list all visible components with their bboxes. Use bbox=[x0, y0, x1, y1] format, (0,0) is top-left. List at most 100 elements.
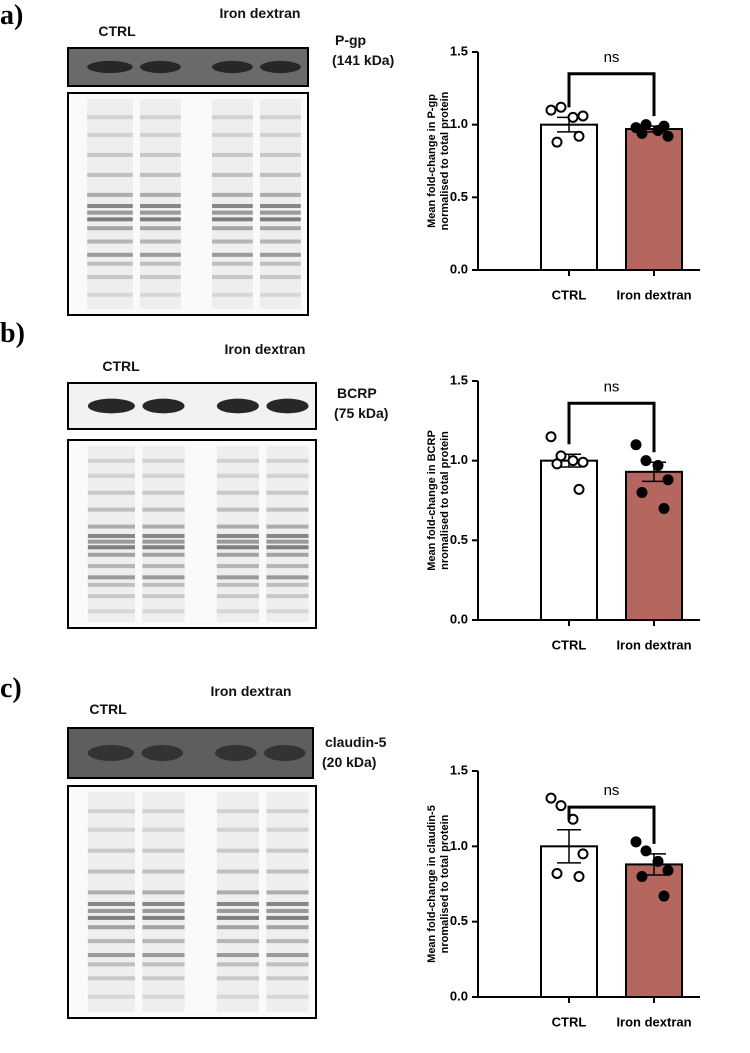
y-tick-label: 1.5 bbox=[450, 762, 468, 777]
blot-lane-band bbox=[212, 115, 253, 120]
blot-lane-band bbox=[142, 564, 185, 569]
blot-lane-band bbox=[142, 869, 185, 874]
y-axis-label-line: normalised to total protein bbox=[439, 91, 451, 230]
bar bbox=[540, 845, 598, 998]
significance-bracket bbox=[567, 72, 656, 117]
blot-lane-band bbox=[140, 217, 181, 222]
blot-lane-band bbox=[212, 210, 253, 215]
y-axis-label-line: nromalised to total protein bbox=[439, 814, 451, 953]
blot-lane-band bbox=[142, 902, 185, 906]
blot-lane-band bbox=[216, 552, 259, 557]
data-point bbox=[567, 455, 579, 467]
blot-lane-band bbox=[216, 539, 259, 544]
data-point bbox=[573, 870, 585, 882]
blot-band bbox=[87, 60, 133, 74]
blot-lane-band bbox=[87, 902, 135, 906]
lane-label: Iron dextran bbox=[224, 341, 306, 357]
blot-lane-band bbox=[87, 473, 135, 478]
blot-lane-band bbox=[142, 575, 185, 580]
blot-lane-band bbox=[87, 524, 135, 529]
bar bbox=[540, 123, 598, 271]
blot-band bbox=[141, 745, 184, 761]
blot-lane-band bbox=[216, 915, 259, 920]
blot-lane-band bbox=[142, 594, 185, 599]
blot-lane-band bbox=[142, 490, 185, 495]
data-point bbox=[658, 502, 670, 514]
blot-lane-band bbox=[216, 507, 259, 512]
blot-lane-band bbox=[87, 976, 135, 981]
blot-lane-band bbox=[266, 594, 309, 599]
lane-label: CTRL bbox=[89, 701, 127, 717]
y-axis-label-line: Mean fold-change in claudin-5 bbox=[426, 805, 438, 963]
protein-label: claudin-5 bbox=[325, 734, 387, 750]
blot-lane-band bbox=[87, 594, 135, 599]
y-tick-label: 1.0 bbox=[450, 838, 468, 853]
blot-lane-band bbox=[216, 490, 259, 495]
blot-lane-band bbox=[87, 534, 135, 538]
data-point bbox=[640, 119, 652, 131]
blot-lane-band bbox=[216, 473, 259, 478]
blot-lane-band bbox=[266, 490, 309, 495]
data-point bbox=[658, 890, 670, 902]
blot-lane-band bbox=[142, 582, 185, 587]
blot-lane-band bbox=[216, 848, 259, 853]
blot-lane-band bbox=[142, 976, 185, 981]
blot-lane-band bbox=[87, 539, 135, 544]
blot-band bbox=[142, 398, 185, 414]
blot-lane-band bbox=[216, 827, 259, 832]
blot-lane-band bbox=[142, 534, 185, 538]
blot-lane-band bbox=[87, 152, 133, 157]
data-point bbox=[636, 127, 648, 139]
blot-lane-band bbox=[142, 507, 185, 512]
blot-lane-band bbox=[87, 507, 135, 512]
blot-lane-band bbox=[266, 809, 309, 814]
blot-lane-band bbox=[142, 925, 185, 930]
blot-band bbox=[215, 745, 257, 761]
blot-lane-band bbox=[216, 524, 259, 529]
blot-lane-band bbox=[142, 890, 185, 895]
blot-lane-band bbox=[260, 292, 301, 297]
blot-lane-band bbox=[87, 564, 135, 569]
blot-lane-band bbox=[266, 925, 309, 930]
data-point bbox=[567, 111, 579, 123]
blot-lane-band bbox=[87, 994, 135, 999]
blot-lane-band bbox=[87, 848, 135, 853]
blot-lane-band bbox=[87, 890, 135, 895]
y-axis-label: Mean fold-change in P-gpnormalised to to… bbox=[426, 91, 451, 230]
blot-lane-band bbox=[216, 582, 259, 587]
data-point bbox=[577, 110, 589, 122]
blot-band bbox=[140, 60, 181, 74]
blot-lane-band bbox=[140, 132, 181, 137]
y-axis-label: Mean fold-change in claudin-5nromalised … bbox=[426, 805, 451, 963]
blot-lane-band bbox=[142, 848, 185, 853]
data-point bbox=[551, 867, 563, 879]
data-point bbox=[551, 458, 563, 470]
blot-lane-band bbox=[216, 939, 259, 944]
blot-lane-band bbox=[140, 226, 181, 231]
blot-band bbox=[260, 60, 301, 74]
blot-lane-band bbox=[216, 953, 259, 958]
blot-lane-band bbox=[142, 915, 185, 920]
y-axis-label-line: nromalised to total protein bbox=[439, 431, 451, 570]
blot-lane-band bbox=[266, 552, 309, 557]
x-tick-label: Iron dextran bbox=[616, 1014, 691, 1029]
x-tick-label: CTRL bbox=[552, 637, 587, 652]
blot-lane-band bbox=[87, 204, 133, 208]
blot-lane-band bbox=[216, 575, 259, 580]
blot-lane-band bbox=[87, 915, 135, 920]
blot-lane-band bbox=[87, 115, 133, 120]
blot-lane-band bbox=[140, 192, 181, 197]
blot-lane-band bbox=[212, 192, 253, 197]
blot-lane-band bbox=[266, 564, 309, 569]
blot-lane-band bbox=[216, 545, 259, 550]
blot-lane-band bbox=[216, 890, 259, 895]
lane-label: CTRL bbox=[98, 23, 136, 39]
blot-lane-band bbox=[212, 292, 253, 297]
blot-lane-band bbox=[140, 210, 181, 215]
blot-lane-band bbox=[260, 252, 301, 257]
bar bbox=[625, 863, 683, 998]
blot-lane-band bbox=[260, 217, 301, 222]
blot-lane-band bbox=[142, 545, 185, 550]
y-tick-label: 1.5 bbox=[450, 372, 468, 387]
